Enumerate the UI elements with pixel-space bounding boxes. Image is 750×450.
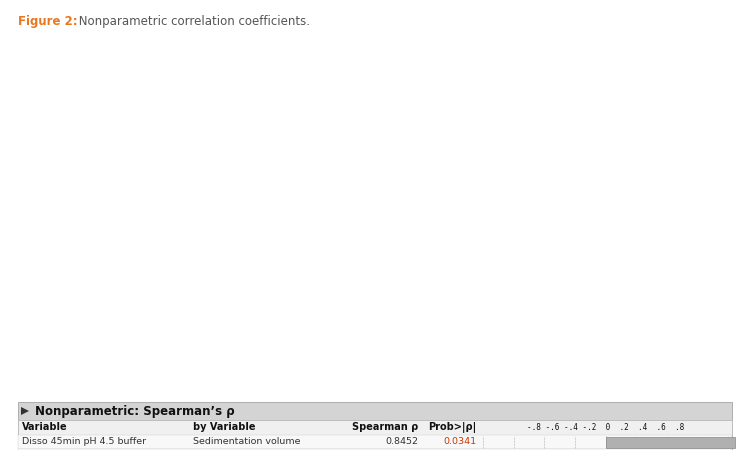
Text: Spearman ρ: Spearman ρ <box>352 423 418 432</box>
Text: -.8 -.6 -.4 -.2  0  .2  .4  .6  .8: -.8 -.6 -.4 -.2 0 .2 .4 .6 .8 <box>526 423 684 432</box>
Text: Disso 45min pH 4.5 buffer: Disso 45min pH 4.5 buffer <box>22 437 146 446</box>
Text: 0.0341: 0.0341 <box>442 437 476 446</box>
Bar <box>18 420 732 435</box>
Text: 0.8452: 0.8452 <box>385 437 418 446</box>
Text: Nonparametric: Spearman’s ρ: Nonparametric: Spearman’s ρ <box>35 405 235 418</box>
Text: Figure 2:: Figure 2: <box>18 15 78 28</box>
Bar <box>18 402 732 420</box>
Bar <box>18 435 732 449</box>
Bar <box>18 449 732 450</box>
Text: Nonparametric correlation coefficients.: Nonparametric correlation coefficients. <box>75 15 310 28</box>
Polygon shape <box>21 407 29 415</box>
Bar <box>18 402 732 450</box>
Text: Variable: Variable <box>22 423 68 432</box>
Text: by Variable: by Variable <box>193 423 256 432</box>
Text: Sedimentation volume: Sedimentation volume <box>193 437 301 446</box>
Bar <box>605 436 735 447</box>
Text: Prob>|ρ|: Prob>|ρ| <box>427 422 476 433</box>
